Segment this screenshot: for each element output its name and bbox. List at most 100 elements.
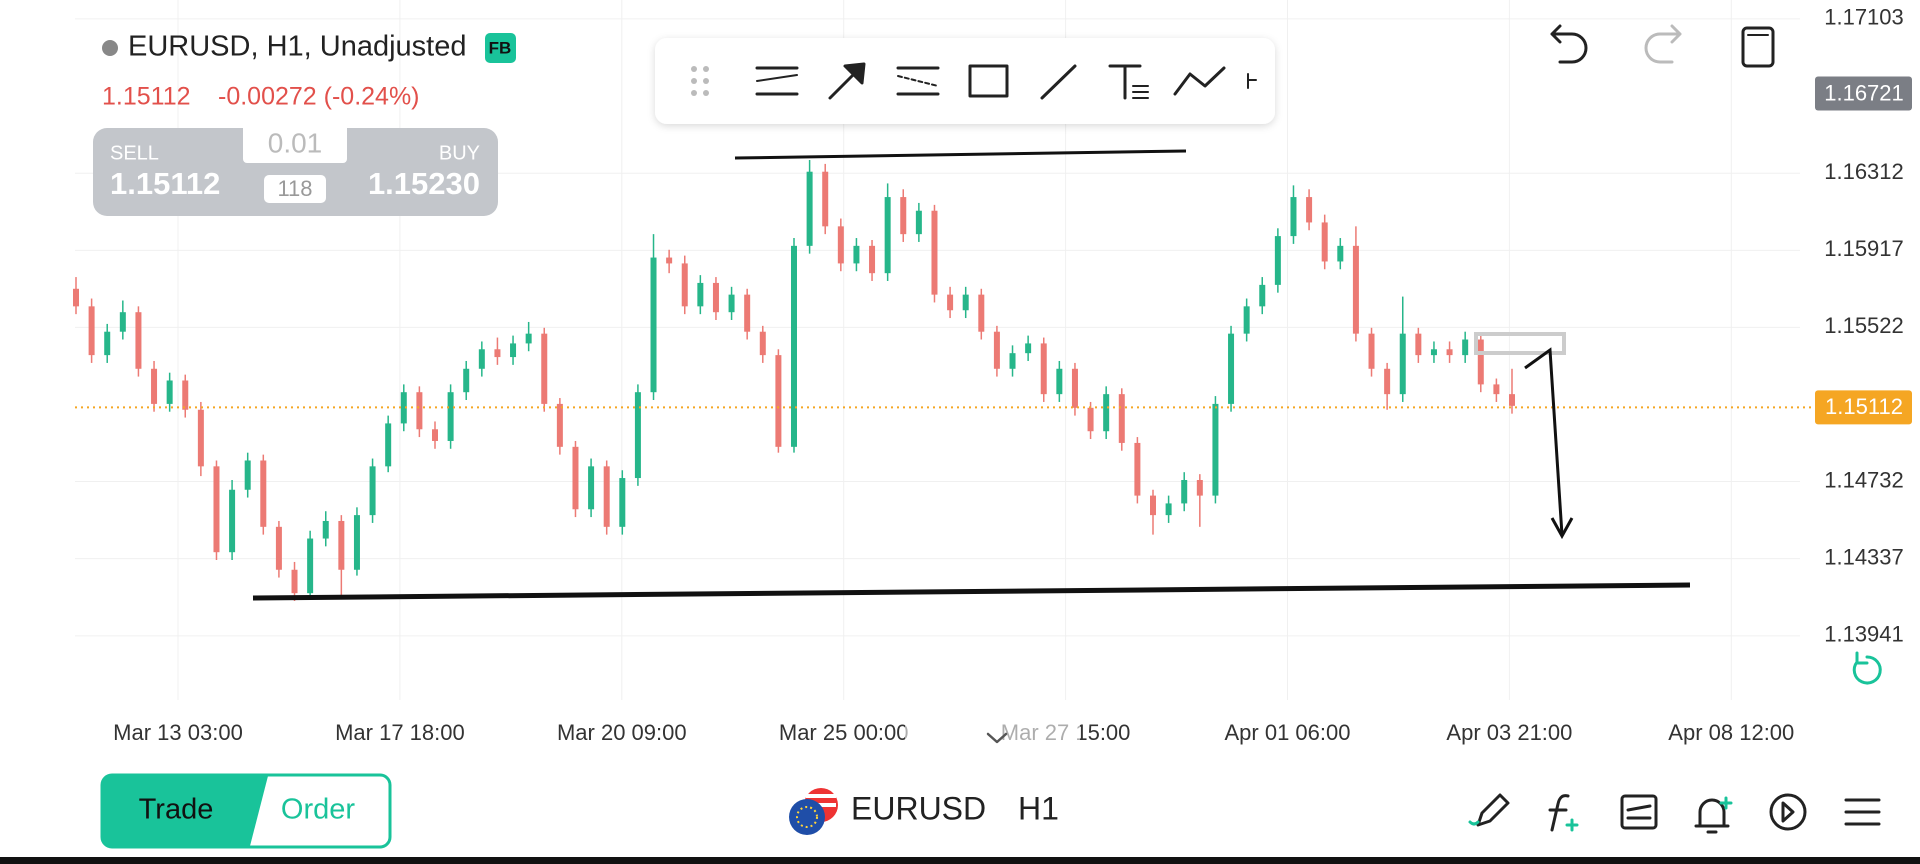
x-tick-label: Mar 17 18:00	[335, 720, 465, 745]
candle-body	[322, 520, 329, 539]
tool-more[interactable]	[1247, 73, 1257, 89]
candle-body	[135, 312, 142, 369]
alerts[interactable]	[1694, 796, 1733, 834]
candle-body	[1181, 480, 1188, 504]
order-tab[interactable]: Order	[281, 794, 355, 826]
candle-body	[1321, 222, 1328, 262]
candle-body	[712, 282, 719, 313]
badge: FB	[489, 38, 512, 57]
tool-text[interactable]	[1108, 64, 1149, 100]
candle-body	[1352, 245, 1359, 334]
candle-body	[728, 294, 735, 313]
tool-line[interactable]	[1040, 64, 1077, 100]
candle-body	[291, 569, 298, 594]
status-dot	[102, 40, 118, 56]
instrument[interactable]: EURUSD, H1, Unadjusted	[128, 31, 466, 63]
candle-body	[1259, 284, 1266, 307]
grip[interactable]	[691, 66, 709, 96]
candle-body	[556, 403, 563, 447]
candle-body	[1415, 333, 1422, 356]
candle-body	[463, 368, 470, 393]
candle-body	[978, 294, 985, 332]
candle-body	[197, 409, 204, 467]
trade-tab[interactable]: Trade	[139, 794, 214, 826]
collapse-icon[interactable]	[986, 732, 1008, 744]
panel-bg	[93, 128, 498, 216]
x-tick-label: Apr 03 21:00	[1446, 720, 1572, 745]
candle-body	[478, 349, 485, 369]
candle-body	[213, 466, 220, 553]
trade-panel[interactable]: SELL 1.15112 BUY 1.15230 0.01 118	[93, 124, 498, 216]
candle-body	[525, 333, 532, 344]
replay[interactable]	[1769, 793, 1807, 831]
candles	[73, 160, 1515, 601]
reset-chart[interactable]	[1852, 651, 1882, 685]
candle-body	[900, 197, 907, 235]
candle-body	[822, 171, 829, 227]
candle-body	[260, 460, 267, 527]
marker-price-label: 1.16721	[1824, 80, 1904, 105]
nav-bar	[0, 857, 1920, 864]
y-tick-label: 1.13941	[1824, 622, 1904, 647]
candle-body	[759, 331, 766, 356]
redo[interactable]	[1644, 24, 1682, 64]
menu[interactable]	[1844, 798, 1881, 826]
candle-body	[353, 515, 360, 570]
lot-box[interactable]	[243, 124, 347, 163]
price: 1.15112	[102, 83, 191, 111]
candle-body	[1228, 333, 1235, 404]
candle-body	[1446, 349, 1453, 356]
tool-channel[interactable]	[896, 66, 940, 96]
tool-arrow[interactable]	[828, 62, 866, 100]
candle-body	[1430, 349, 1437, 356]
tool-rect[interactable]	[968, 64, 1009, 98]
candle-body	[119, 312, 126, 332]
support-line[interactable]	[252, 582, 1691, 601]
candle-body	[588, 466, 595, 510]
timeframe[interactable]: H1	[1018, 790, 1059, 826]
zone-rect[interactable]	[1474, 332, 1566, 355]
spread-box	[264, 175, 326, 203]
tool-hline[interactable]	[755, 66, 799, 96]
candle-body	[1009, 353, 1016, 369]
candle-body	[369, 466, 376, 516]
draw-tool[interactable]	[1468, 793, 1510, 827]
buy-label[interactable]: BUY	[439, 142, 480, 164]
y-tick-label: 1.16312	[1824, 159, 1904, 184]
arrow[interactable]	[1524, 347, 1564, 536]
candle-body	[993, 331, 1000, 369]
candle-body	[1040, 343, 1047, 395]
tool-path[interactable]	[1173, 66, 1226, 96]
candle-body	[385, 423, 392, 467]
buy-price[interactable]: 1.15230	[368, 166, 480, 201]
candle-body	[166, 380, 173, 404]
candle-body	[338, 520, 345, 570]
candle-body	[494, 349, 501, 358]
bottom-bar: Trade Order EURUSD H1	[100, 773, 1881, 849]
resistance-line[interactable]	[734, 149, 1187, 160]
flag	[789, 788, 838, 835]
templates[interactable]	[1620, 794, 1658, 830]
candle-body	[1150, 495, 1156, 516]
layout-toggle[interactable]	[1741, 26, 1775, 68]
candle-body	[151, 368, 158, 404]
spread: 118	[277, 176, 312, 201]
candle-body	[307, 538, 314, 594]
candle-body	[88, 306, 95, 356]
indicators[interactable]	[1548, 794, 1579, 832]
symbol[interactable]: EURUSD	[851, 790, 986, 826]
candle-body	[1337, 245, 1344, 262]
candle-body	[104, 331, 111, 356]
candle-body	[681, 263, 688, 307]
lot[interactable]: 0.01	[268, 127, 323, 158]
sell-label[interactable]: SELL	[110, 142, 159, 164]
toolbar-bg	[655, 38, 1275, 124]
candle-body	[1103, 394, 1110, 432]
sell-price[interactable]: 1.15112	[110, 166, 220, 201]
candle-body	[73, 288, 79, 307]
drawings[interactable]	[252, 149, 1691, 601]
x-tick-label: Mar 13 03:00	[113, 720, 243, 745]
undo[interactable]	[1550, 24, 1588, 64]
candle-body	[510, 343, 517, 358]
